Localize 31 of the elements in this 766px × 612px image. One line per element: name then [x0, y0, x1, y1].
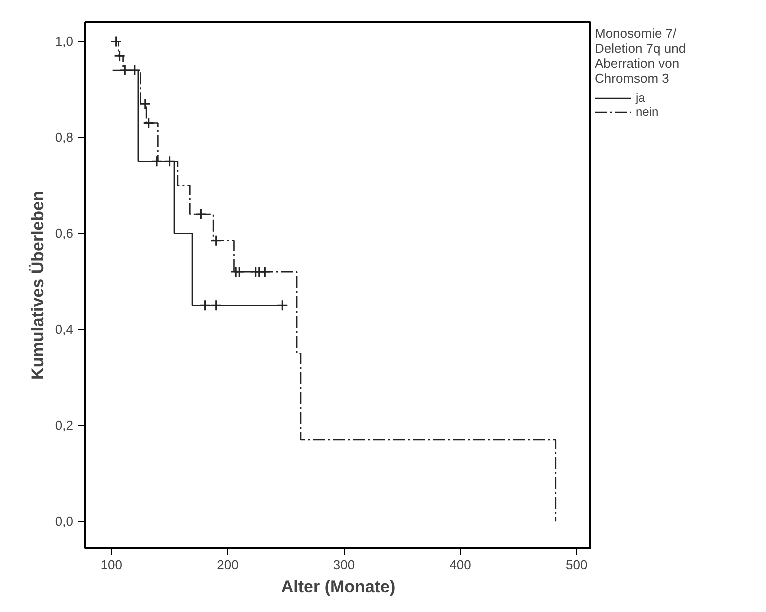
- point: [119, 64, 131, 76]
- x-tick-label: 100: [100, 558, 123, 572]
- point: [276, 300, 288, 312]
- y-tick-label: 0,4: [55, 322, 74, 338]
- y-tick-label: 0,2: [55, 418, 74, 434]
- point: [259, 266, 271, 278]
- legend-title: Monosomie 7/ Deletion 7q und Aberration von Chromsom 3: [595, 26, 686, 86]
- y-tick-label: 0,0: [55, 514, 74, 530]
- x-axis-title: Alter (Monate): [281, 578, 396, 596]
- x-tick-label: 400: [450, 558, 472, 572]
- y-tick-label: 0,6: [55, 226, 74, 242]
- point: [140, 98, 152, 110]
- x-tick-label: 200: [217, 558, 239, 572]
- x-tick-label: 500: [566, 558, 588, 572]
- y-tick-label: 1,0: [55, 34, 74, 50]
- point: [210, 235, 222, 247]
- point: [151, 156, 163, 168]
- x-tick-label: 300: [333, 558, 356, 572]
- point: [114, 50, 126, 62]
- point: [200, 300, 212, 312]
- point: [164, 156, 176, 168]
- point: [195, 208, 207, 220]
- legend-label: nein: [636, 105, 659, 119]
- point: [110, 36, 122, 48]
- legend-label: ja: [636, 91, 646, 105]
- point: [129, 64, 141, 76]
- y-tick-label: 0,8: [55, 130, 74, 146]
- point: [210, 300, 222, 312]
- point: [234, 266, 246, 278]
- y-axis-title: Kumulatives Überleben: [28, 191, 48, 380]
- point: [143, 118, 155, 130]
